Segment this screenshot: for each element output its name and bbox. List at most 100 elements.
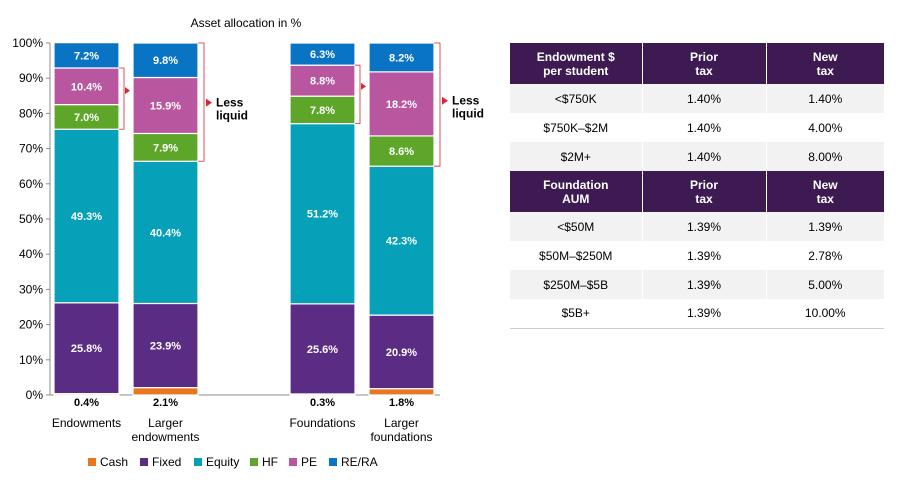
bar-segment: [289, 64, 356, 97]
bar-segment: [289, 123, 356, 305]
y-tick-label: 50%: [19, 212, 43, 226]
y-tick-label: 40%: [19, 247, 43, 261]
legend-swatch: [289, 458, 297, 466]
bar-segment: [289, 303, 356, 395]
legend-swatch: [250, 458, 258, 466]
data-label: 9.8%: [153, 55, 178, 67]
bar-segment: [368, 135, 435, 167]
data-label: 25.6%: [307, 344, 338, 356]
data-label: 23.9%: [150, 341, 181, 353]
category-label: Larger endowments: [131, 416, 199, 444]
asset-allocation-chart: Asset allocation in % 0% 10% 20% 30% 40% 50% 6…: [12, 16, 484, 469]
data-label: 1.8%: [389, 397, 414, 409]
data-label: 7.2%: [74, 50, 99, 62]
table-cell: 1.39%: [641, 212, 766, 241]
table-row: $2M+ 1.40% 8.00%: [510, 142, 884, 171]
table-header-row: Endowment $ per student Prior tax New tax: [510, 43, 884, 84]
legend-label: Equity: [206, 455, 239, 469]
table-cell: 1.39%: [641, 270, 766, 299]
y-tick-label: 20%: [19, 318, 43, 332]
data-label: 6.3%: [310, 49, 335, 61]
y-tick-label: 60%: [19, 177, 43, 191]
liquidity-arrow: [125, 87, 130, 95]
less-liquid-label: Less liquid: [216, 96, 248, 123]
data-label: 0.4%: [74, 397, 99, 409]
bar-segment: [289, 95, 356, 125]
table-header-cell: Prior tax: [641, 43, 766, 84]
table-cell: <$750K: [510, 84, 642, 113]
table-cell: $50M–$250M: [510, 241, 642, 270]
table-cell: 5.00%: [765, 270, 884, 299]
table-header-cell: Foundation AUM: [510, 171, 642, 212]
y-tick-label: 10%: [19, 353, 43, 367]
y-tick-label: 70%: [19, 142, 43, 156]
bar-segment: [53, 302, 120, 395]
bar-segment: [132, 76, 199, 135]
bar-segment: [132, 160, 199, 305]
legend-swatch: [88, 458, 96, 466]
category-label: Endowments: [52, 416, 121, 430]
bar-segment: [368, 388, 435, 396]
y-tick-label: 100%: [12, 36, 43, 50]
table-cell: 1.40%: [641, 84, 766, 113]
table-header-cell: New tax: [765, 171, 884, 212]
legend-label: Cash: [100, 455, 128, 469]
data-label: 15.9%: [150, 100, 181, 112]
table-header-row: Foundation AUM Prior tax New tax: [510, 171, 884, 212]
table-cell: 1.39%: [765, 212, 884, 241]
bar-segment: [53, 42, 120, 69]
bar-segment: [368, 42, 435, 73]
table-cell: 1.40%: [765, 84, 884, 113]
data-label: 25.8%: [71, 343, 102, 355]
bar-segment: [53, 67, 120, 106]
data-label: 8.6%: [389, 146, 414, 158]
table-row: $5B+ 1.39% 10.00%: [510, 299, 884, 329]
data-label: 51.2%: [307, 209, 338, 221]
y-tick-label: 80%: [19, 106, 43, 120]
bar-segment: [368, 165, 435, 316]
table-row: $250M–$5B 1.39% 5.00%: [510, 270, 884, 299]
table-header-cell: New tax: [765, 43, 884, 84]
chart-title: Asset allocation in %: [191, 16, 302, 30]
table-cell: 1.40%: [641, 142, 766, 171]
legend-label: RE/RA: [341, 455, 378, 469]
bar-segment: [132, 387, 199, 396]
bar-segment: [289, 42, 356, 66]
table-header-cell: Prior tax: [641, 171, 766, 212]
table-row: $50M–$250M 1.39% 2.78%: [510, 241, 884, 270]
y-tick-label: 0%: [26, 388, 44, 402]
table-row: <$750K 1.40% 1.40%: [510, 84, 884, 113]
table-cell: 1.39%: [641, 299, 766, 329]
table-row: <$50M 1.39% 1.39%: [510, 212, 884, 241]
y-tick-label: 90%: [19, 71, 43, 85]
less-liquid-bracket: [198, 42, 205, 162]
category-label: Larger foundations: [370, 416, 432, 444]
legend-swatch: [140, 458, 148, 466]
data-label: 7.9%: [153, 142, 178, 154]
less-liquid-arrow: [442, 96, 448, 105]
legend-swatch: [329, 458, 337, 466]
data-label: 40.4%: [150, 227, 181, 239]
table-cell: $750K–$2M: [510, 113, 642, 142]
data-label: 2.1%: [153, 397, 178, 409]
table-header-cell: Endowment $ per student: [510, 43, 642, 84]
liquidity-bracket: [355, 64, 361, 125]
bar-segment: [53, 103, 120, 130]
tax-rate-table: Endowment $ per student Prior tax New tax <$75…: [510, 43, 884, 329]
less-liquid-label: Less liquid: [452, 94, 484, 121]
bar-segment: [132, 302, 199, 389]
bar-segment: [132, 132, 199, 162]
table-row: $750K–$2M 1.40% 4.00%: [510, 113, 884, 142]
less-liquid-bracket: [434, 42, 441, 167]
data-label: 10.4%: [71, 81, 102, 93]
data-label: 49.3%: [71, 211, 102, 223]
legend-swatch: [194, 458, 202, 466]
liquidity-bracket: [119, 67, 125, 130]
category-label: Foundations: [289, 416, 355, 430]
table-cell: 2.78%: [765, 241, 884, 270]
data-label: 18.2%: [386, 99, 417, 111]
data-label: 8.2%: [389, 52, 414, 64]
data-label: 0.3%: [310, 397, 335, 409]
less-liquid-arrow: [206, 98, 212, 107]
bar-segment: [132, 42, 199, 79]
